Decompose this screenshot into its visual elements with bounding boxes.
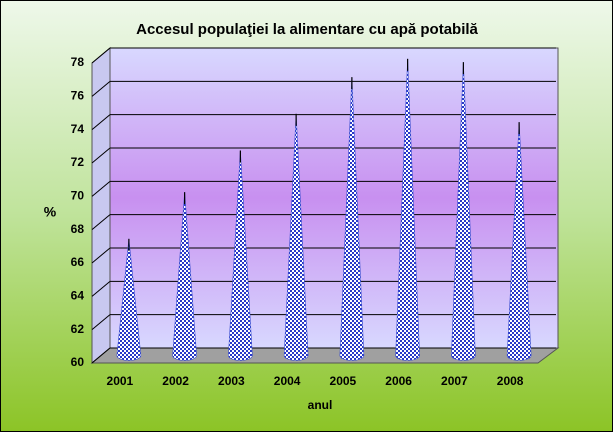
side-wall [91, 46, 111, 365]
chart-title: Accesul populaţiei la alimentare cu apă … [136, 21, 478, 38]
cone [339, 77, 365, 361]
grid-line [91, 80, 111, 97]
x-tick-label: 2002 [162, 374, 189, 388]
floor [90, 347, 560, 364]
x-tick-label: 2008 [497, 374, 524, 388]
y-tick-label: 72 [71, 155, 85, 169]
x-axis-label: anul [308, 398, 333, 412]
grid-line [91, 147, 111, 164]
grid-line [91, 280, 111, 297]
x-tick-label: 2005 [330, 374, 357, 388]
grid-line [91, 214, 111, 231]
y-tick-label: 74 [71, 122, 85, 136]
cone [116, 238, 142, 361]
y-tick-label: 66 [71, 255, 85, 269]
x-tick-label: 2007 [441, 374, 468, 388]
x-tick-label: 2004 [274, 374, 301, 388]
y-tick-label: 60 [71, 355, 85, 369]
y-tick-label: 76 [71, 89, 85, 103]
cone [395, 58, 420, 361]
grid-line [91, 314, 111, 331]
x-tick-label: 2001 [107, 374, 134, 388]
grid-line [91, 247, 111, 264]
x-tick-label: 2006 [385, 374, 412, 388]
cone [228, 150, 253, 361]
cone [506, 122, 532, 361]
y-tick-label: 70 [71, 189, 85, 203]
grid-line [91, 180, 111, 197]
grid-line [91, 114, 111, 131]
cone [451, 62, 476, 361]
y-tick-label: 64 [71, 289, 85, 303]
y-tick-label: 62 [71, 322, 85, 336]
y-tick-label: 68 [71, 222, 85, 236]
cone [283, 113, 309, 361]
grid-line [91, 347, 111, 364]
y-tick-label: 78 [71, 55, 85, 69]
x-tick-label: 2003 [218, 374, 245, 388]
cone [172, 192, 197, 361]
grid-line [91, 47, 111, 64]
y-axis-label: % [44, 204, 57, 220]
